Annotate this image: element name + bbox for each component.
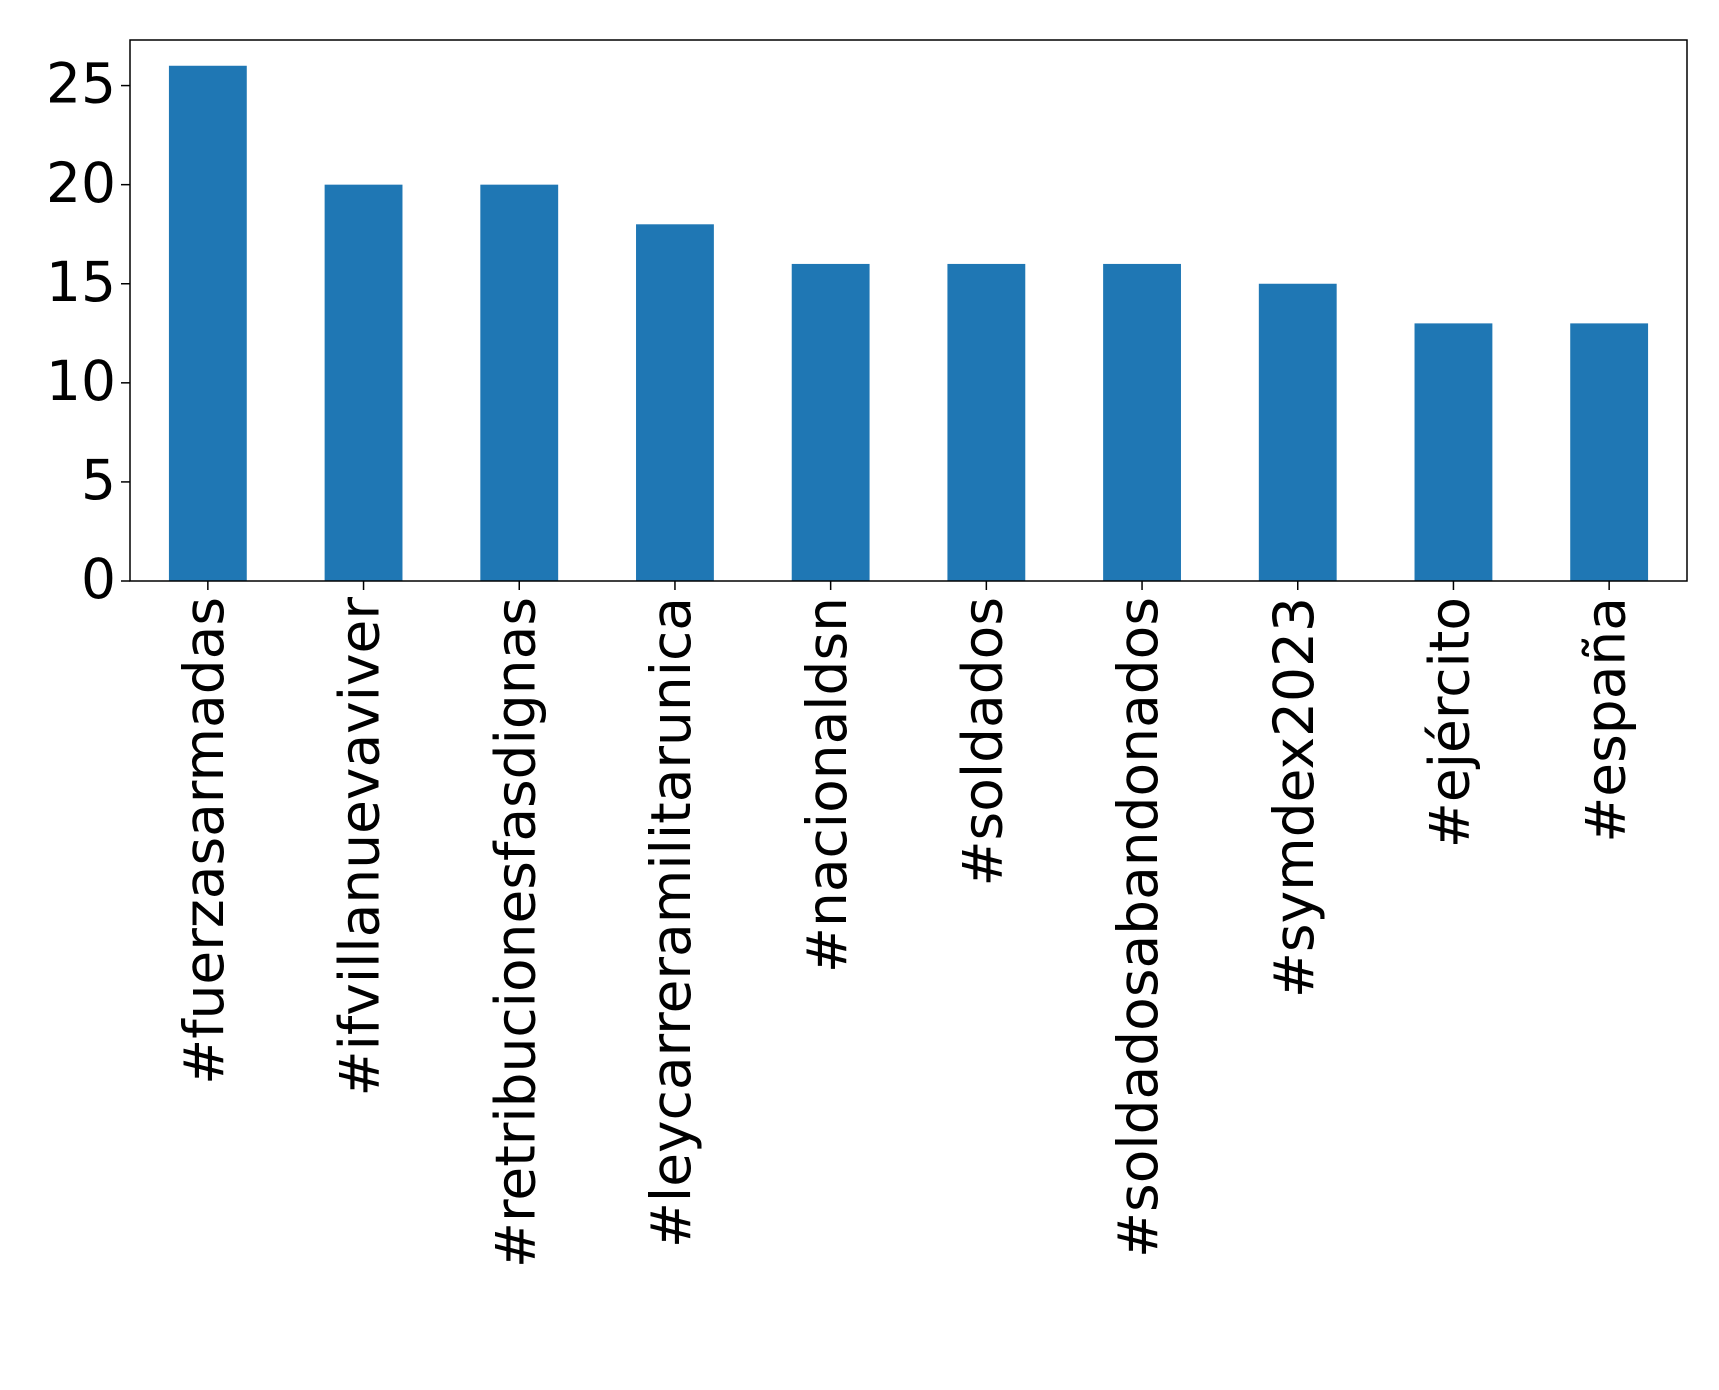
y-tick-label: 25 — [46, 52, 116, 116]
x-tick-label: #symdex2023 — [1262, 597, 1326, 998]
bar — [947, 263, 1026, 581]
x-tick-label: #nacionaldsn — [795, 597, 859, 973]
y-tick-label: 10 — [46, 349, 116, 413]
x-tick-label: #fuerzasarmadas — [172, 597, 236, 1085]
bar — [1570, 323, 1649, 581]
y-tick-label: 15 — [46, 250, 116, 314]
x-tick-label: #leycarreramilitarunica — [639, 597, 703, 1248]
x-tick-label: #retribucionesfasdignas — [483, 597, 547, 1268]
y-tick-label: 5 — [81, 448, 116, 512]
bar — [1103, 263, 1181, 581]
bar — [636, 224, 714, 582]
x-tick-label: #soldadosabandonados — [1106, 597, 1170, 1258]
bar — [324, 184, 403, 581]
bar — [1414, 323, 1493, 581]
bar — [480, 184, 559, 581]
y-tick-label: 0 — [81, 547, 116, 611]
x-tick-label: #españa — [1573, 597, 1637, 843]
x-tick-label: #ejército — [1418, 597, 1482, 848]
x-tick-label: #soldados — [950, 597, 1014, 887]
bar — [168, 65, 247, 581]
plot-frame — [129, 39, 1688, 582]
x-tick-label: #ifvillanuevaviver — [328, 597, 392, 1097]
bar — [1258, 283, 1337, 581]
bar — [791, 263, 870, 581]
y-tick-label: 20 — [46, 151, 116, 215]
